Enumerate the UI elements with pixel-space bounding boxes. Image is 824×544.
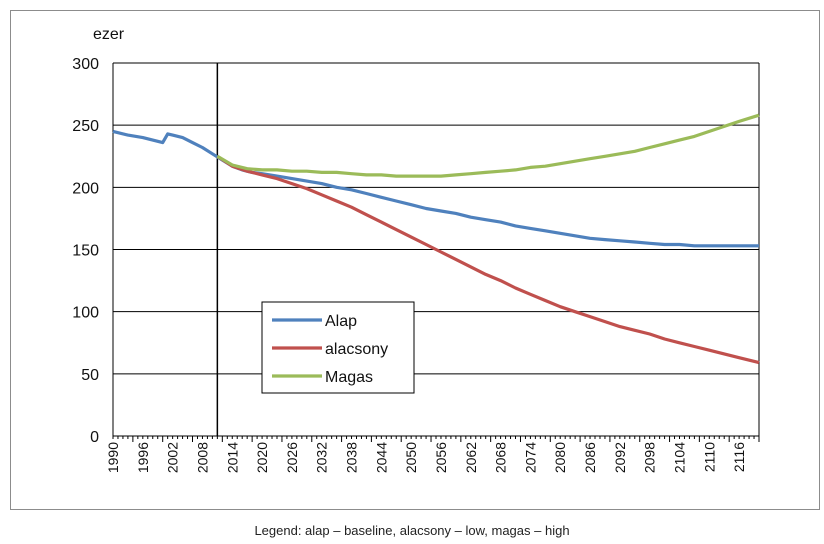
- series-line-alacsony: [216, 154, 760, 365]
- x-tick-label: 2032: [314, 442, 330, 473]
- x-tick-label: 2008: [194, 442, 210, 473]
- x-tick-label: 2110: [701, 442, 717, 472]
- y-axis-label: ezer: [93, 26, 125, 43]
- x-tick-label: 2086: [582, 442, 598, 473]
- x-tick-label: 2014: [224, 442, 240, 473]
- x-tick-label: 2002: [165, 442, 181, 473]
- x-tick-label: 2062: [463, 442, 479, 473]
- chart-caption: Legend: alap – baseline, alacsony – low,…: [254, 523, 570, 538]
- x-tick-label: 2074: [522, 442, 538, 473]
- x-tick-label: 2026: [284, 442, 300, 473]
- x-tick-label: 2050: [403, 442, 419, 473]
- x-tick-label: 2104: [671, 442, 687, 473]
- legend-label: Magas: [325, 369, 373, 386]
- x-tick-label: 2056: [433, 442, 449, 473]
- y-tick-label: 100: [72, 305, 99, 322]
- x-tick-label: 2098: [642, 442, 658, 473]
- x-tick-label: 2038: [344, 442, 360, 473]
- x-tick-label: 2020: [254, 442, 270, 473]
- y-tick-label: 200: [72, 180, 99, 197]
- x-tick-label: 2044: [373, 442, 389, 473]
- y-tick-label: 50: [81, 367, 99, 384]
- y-tick-label: 300: [72, 56, 99, 73]
- legend-label: alacsony: [325, 341, 388, 358]
- x-tick-label: 2116: [731, 442, 747, 472]
- series-line-alap: [112, 129, 759, 248]
- x-tick-label: 2080: [552, 442, 568, 473]
- x-tick-label: 2068: [493, 442, 509, 473]
- y-tick-label: 150: [72, 243, 99, 260]
- x-tick-label: 1996: [135, 442, 151, 473]
- series-line-magas: [216, 113, 760, 178]
- line-chart: 0 50 100 150 200 250 300 ezer 1990 1996 2002 2008 20…: [72, 26, 760, 473]
- x-tick-label: 2092: [612, 442, 628, 473]
- legend-label: Alap: [325, 313, 357, 330]
- x-tick-label: 1990: [105, 442, 121, 473]
- y-tick-label: 0: [90, 429, 99, 446]
- chart-frame: [10, 10, 820, 510]
- y-tick-label: 250: [72, 118, 99, 135]
